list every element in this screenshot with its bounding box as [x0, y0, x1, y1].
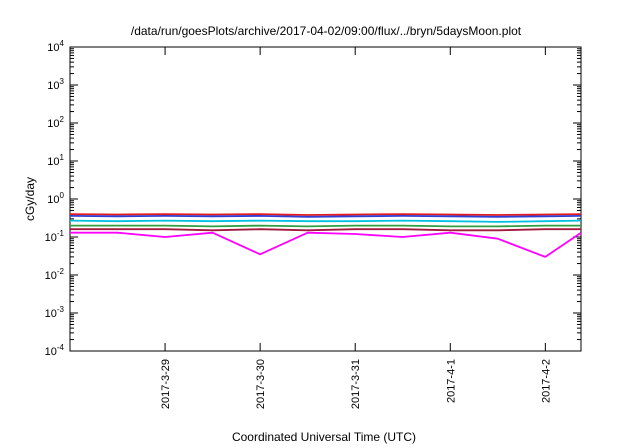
- plot-area: [69, 46, 582, 352]
- y-tick-label: 102: [47, 115, 64, 130]
- y-tick-label: 100: [47, 191, 64, 206]
- x-tick-label: 2017-4-1: [445, 359, 457, 403]
- series-line-4: [70, 224, 581, 228]
- y-tick-label: 10-4: [45, 343, 65, 358]
- x-tick-label: 2017-3-29: [160, 359, 172, 409]
- y-tick-label: 101: [47, 153, 64, 168]
- y-tick-label: 104: [47, 39, 64, 54]
- x-axis: 2017-3-29 2017-3-30 2017-3-31 2017-4-1 2017-…: [160, 47, 552, 409]
- x-tick-label: 2017-3-31: [350, 359, 362, 409]
- y-tick-label: 10-2: [45, 267, 65, 282]
- y-tick-label: 10-1: [45, 229, 65, 244]
- y-axis-label: cGy/day: [23, 177, 37, 221]
- series-line-3: [69, 219, 582, 223]
- chart-title: /data/run/goesPlots/archive/2017-04-02/0…: [131, 24, 522, 38]
- x-tick-label: 2017-4-2: [540, 359, 552, 403]
- series-line-1: [69, 213, 582, 216]
- x-axis-label: Coordinated Universal Time (UTC): [232, 430, 416, 444]
- series-line-5: [70, 228, 581, 232]
- series-lines: [69, 213, 582, 258]
- x-tick-label: 2017-3-30: [255, 359, 267, 409]
- series-line-6: [70, 231, 582, 258]
- y-tick-label: 103: [47, 77, 64, 92]
- y-tick-label: 10-3: [45, 305, 65, 320]
- series-line-2: [69, 214, 582, 218]
- y-axis: 10-4 10-3 10-2 10-1 100 101 102 103 104: [45, 39, 581, 358]
